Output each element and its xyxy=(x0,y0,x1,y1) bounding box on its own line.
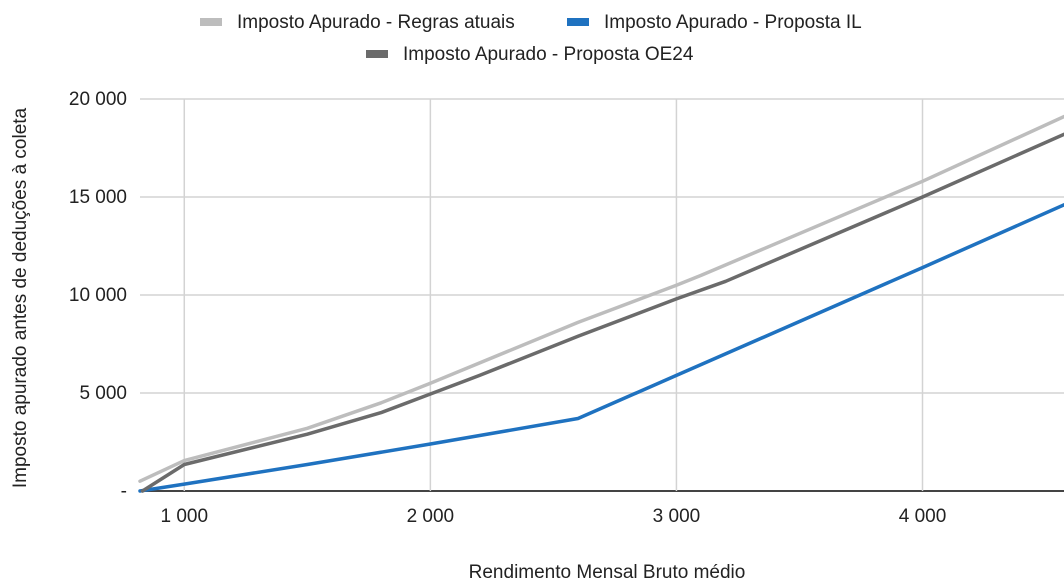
x-tick-label: 3 000 xyxy=(653,506,701,527)
y-tick-label: 20 000 xyxy=(69,89,127,110)
grid-lines xyxy=(140,98,1064,492)
legend: Imposto Apurado - Regras atuais Imposto A… xyxy=(200,12,862,65)
y-axis-ticks: - 5 000 10 000 15 000 20 000 xyxy=(69,89,127,502)
y-tick-label: 15 000 xyxy=(69,187,127,208)
y-tick-label: - xyxy=(121,481,127,502)
series-line-3 xyxy=(140,132,1064,493)
series-line-1 xyxy=(138,114,1064,483)
x-tick-label: 1 000 xyxy=(161,506,209,527)
x-axis-title: Rendimento Mensal Bruto médio xyxy=(469,562,746,581)
x-tick-label: 2 000 xyxy=(407,506,455,527)
series-lines xyxy=(138,114,1064,493)
legend-label: Imposto Apurado - Proposta IL xyxy=(604,12,862,33)
legend-label: Imposto Apurado - Regras atuais xyxy=(237,12,515,33)
y-tick-label: 10 000 xyxy=(69,285,127,306)
legend-label: Imposto Apurado - Proposta OE24 xyxy=(403,44,694,65)
series-line-2 xyxy=(138,203,1064,493)
x-axis-ticks: 1 000 2 000 3 000 4 000 xyxy=(161,506,947,527)
x-tick-label: 4 000 xyxy=(899,506,947,527)
y-axis-title: Imposto apurado antes de deduções à cole… xyxy=(10,107,31,488)
y-tick-label: 5 000 xyxy=(79,383,127,404)
legend-swatch xyxy=(567,18,589,26)
legend-swatch xyxy=(366,50,388,58)
legend-swatch xyxy=(200,18,222,26)
